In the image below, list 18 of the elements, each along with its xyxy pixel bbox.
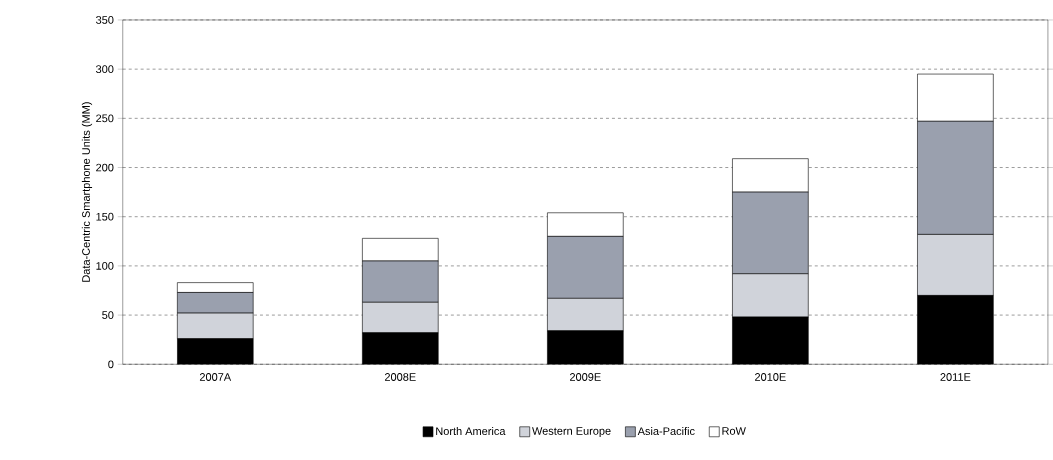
y-tick-label: 200 [96,163,114,172]
x-tick-label: 2010E [755,373,786,381]
x-tick-label: 2009E [570,373,601,381]
y-tick-label: 250 [96,114,114,123]
y-tick-label: 350 [96,16,114,24]
y-tick-label: 100 [96,261,114,270]
x-tick-label: 2011E [940,373,971,381]
x-tick-label: 2007A [199,373,232,381]
y-tick-label: 0 [108,360,114,369]
y-tick-label: 300 [96,65,114,73]
legend-label: Asia-Pacific [637,426,695,436]
x-tick-label: 2008E [384,373,416,381]
y-tick-label: 50 [102,311,114,319]
y-tick-label: 150 [96,212,114,221]
legend-label: RoW [722,427,746,435]
legend-label: North America [436,426,506,436]
legend-label: Western Europe [532,427,611,437]
y-axis-title: Data-Centric Smartphone Units (MM) [81,102,93,282]
